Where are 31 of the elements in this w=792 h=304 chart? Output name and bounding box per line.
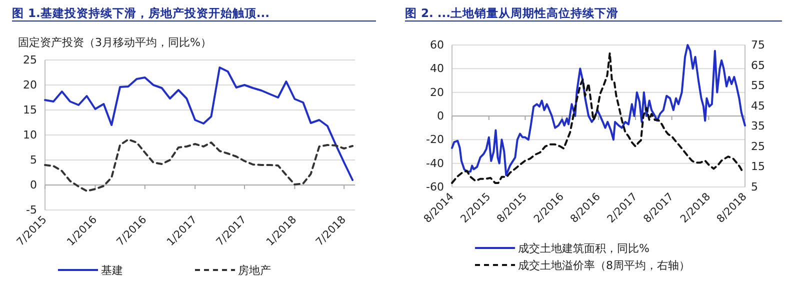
y2-tick-label: 45 — [751, 99, 765, 112]
y-tick-label: -5 — [26, 204, 37, 216]
y2-tick-label: 55 — [751, 79, 765, 92]
y-axis-title: 固定资产投资（3月移动平均，同比%） — [18, 36, 212, 49]
chart-title: 图 2. ...土地销量从周期性高位持续下滑 — [405, 6, 618, 20]
y-tick-label: 60 — [430, 38, 444, 52]
y-tick-label: 25 — [23, 54, 37, 66]
y2-tick-label: 75 — [751, 38, 765, 52]
legend-label: 成交土地建筑面积，同比% — [518, 242, 650, 255]
chart-title: 图 1.基建投资持续下滑，房地产投资开始触顶... — [12, 6, 270, 20]
y-tick-label: 0 — [30, 178, 37, 192]
y-tick-label: 20 — [23, 78, 37, 92]
legend-label: 基建 — [101, 264, 123, 277]
legend-label: 成交土地溢价率（8周平均，右轴） — [518, 259, 690, 272]
legend-label: 房地产 — [238, 264, 271, 277]
y-tick-label: 5 — [30, 154, 37, 166]
y-tick-label: 15 — [23, 104, 37, 116]
y2-tick-label: 15 — [751, 160, 765, 174]
line-series — [44, 66, 354, 181]
y-tick-label: -60 — [426, 180, 444, 194]
y-tick-label: 20 — [430, 86, 444, 99]
y2-tick-label: 5 — [751, 180, 758, 194]
y-tick-label: 40 — [430, 62, 444, 76]
y2-tick-label: 65 — [751, 58, 765, 72]
y-tick-label: 10 — [23, 128, 37, 142]
y-tick-label: -40 — [426, 156, 444, 170]
line-series — [44, 138, 354, 192]
y2-tick-label: 25 — [751, 140, 765, 153]
y-tick-label: 0 — [437, 110, 444, 122]
y2-tick-label: 35 — [751, 120, 765, 133]
y-tick-label: -20 — [426, 133, 444, 146]
